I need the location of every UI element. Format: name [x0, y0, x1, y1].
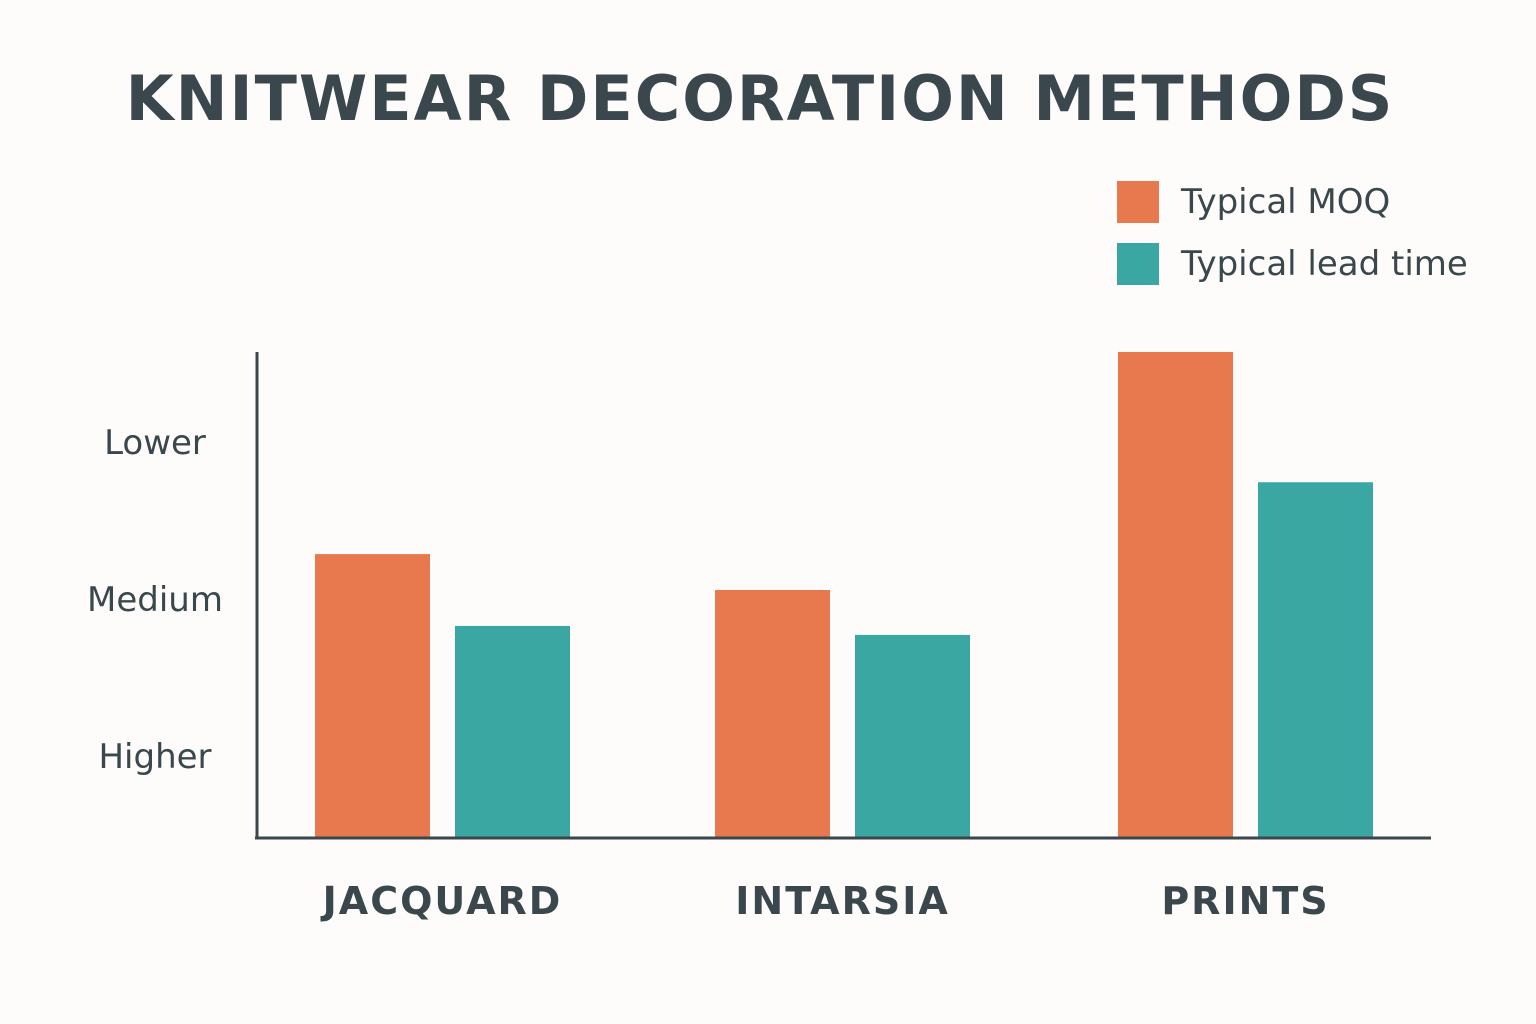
- bar-intarsia-lead-time: [855, 634, 970, 837]
- legend-swatch-moq: [1117, 181, 1159, 223]
- bar-jacquard-moq: [315, 554, 430, 837]
- bar-jacquard-lead-time: [455, 625, 570, 837]
- y-tick-labels: Higher Medium Lower: [87, 423, 223, 777]
- y-tick-label-medium: Medium: [87, 580, 223, 620]
- y-tick-label-higher: Higher: [98, 737, 211, 777]
- y-tick-label-lower: Lower: [104, 423, 206, 463]
- legend-label-lead-time: Typical lead time: [1181, 244, 1468, 284]
- bar-prints-moq: [1118, 352, 1233, 837]
- bars-group: [315, 352, 1373, 837]
- chart-title: KNITWEAR DECORATION METHODS: [125, 62, 1395, 135]
- legend-swatch-lead-time: [1117, 243, 1159, 285]
- x-tick-labels: JACQUARD INTARSIA PRINTS: [320, 879, 1329, 923]
- legend-label-moq: Typical MOQ: [1181, 182, 1391, 222]
- bar-prints-lead-time: [1258, 482, 1373, 837]
- bar-intarsia-moq: [715, 590, 830, 837]
- x-tick-label-prints: PRINTS: [1161, 879, 1329, 923]
- x-tick-label-jacquard: JACQUARD: [320, 879, 563, 923]
- x-tick-label-intarsia: INTARSIA: [735, 879, 950, 923]
